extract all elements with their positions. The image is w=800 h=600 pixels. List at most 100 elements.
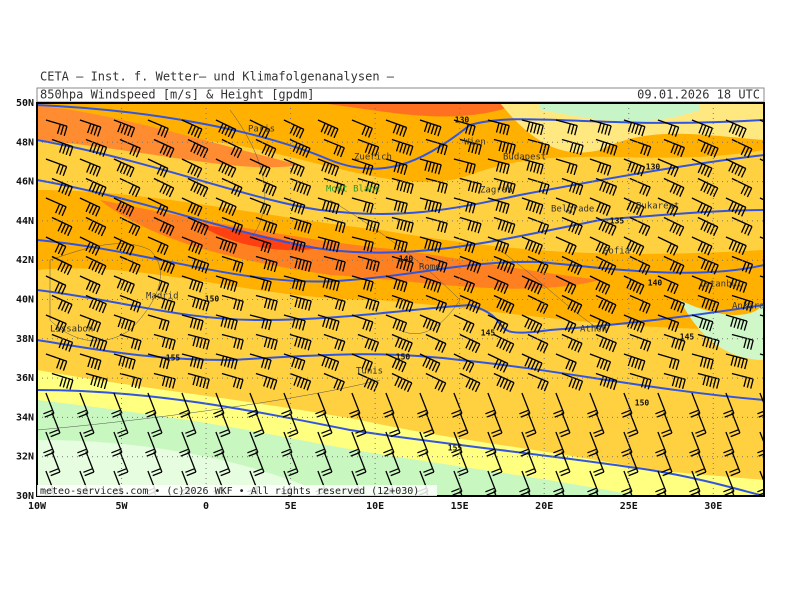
wind-barb [697,294,720,313]
contour-label: 140 [648,279,663,288]
wind-barb [487,236,510,254]
wind-barb [289,216,312,234]
wind-barb [113,353,136,370]
wind-barb [351,236,374,253]
city-label: Budapest [503,153,546,163]
wind-barb [357,294,380,312]
wind-barb [623,158,646,177]
wind-barb [181,275,204,293]
wind-barb [83,412,95,438]
wind-barb [766,179,786,197]
wind-barbs [43,119,787,496]
wind-barb [147,353,170,370]
wind-barb [85,294,107,314]
wind-barb [629,333,652,352]
wind-barb [527,372,549,392]
wind-barb [491,412,503,438]
wind-barb [215,314,238,331]
wind-barb [589,197,611,216]
wind-barb [49,412,61,438]
wind-barb [351,119,373,138]
wind-barb [595,255,617,276]
x-tick-label: 30E [704,501,722,512]
wind-barb [187,333,210,350]
wind-barb [113,158,135,178]
wind-barb [79,158,101,177]
product: 850hpa Windspeed [m/s] & Height [gpdm] [40,88,315,102]
wind-barb [521,119,544,136]
wind-barb [559,451,571,477]
valid-time: 09.01.2026 18 UTC [637,88,760,102]
wind-barb [425,177,448,194]
wind-barb [527,255,549,275]
wind-barb [153,333,176,351]
wind-barb [117,451,129,477]
wind-barb [289,177,312,196]
wind-barb [493,372,515,392]
wind-barb [283,236,306,253]
x-tick-label: 15E [451,501,469,512]
wind-barb [249,158,271,178]
contour-label: 145 [680,333,695,342]
wind-barb [627,451,639,477]
wind-barb [663,216,685,237]
footer-bg [37,485,437,496]
wind-barb [459,333,481,354]
wind-barb [83,451,95,477]
wind-barb [351,158,374,176]
wind-barb [766,140,786,158]
wind-barb [119,255,141,275]
wind-barb [119,294,142,313]
wind-barb [187,255,210,274]
wind-barb [45,353,68,371]
wind-barb [85,216,107,237]
wind-barb [215,197,237,217]
city-label: Rome [419,263,441,273]
wind-barb [355,412,367,438]
wind-barb [521,158,544,175]
wind-barb [119,333,142,351]
labels: 10W 5W 0 5E 10E 15E 20E 25E 30E 30N 32N 34N 36N 38N 40… [16,98,765,512]
y-tick-label: 38N [16,334,34,345]
wind-barb [725,236,747,255]
wind-barb [351,353,373,372]
wind-barb [151,451,163,477]
wind-barb [766,257,787,274]
wind-barb [221,294,244,311]
wind-barb [289,333,312,351]
city-label: Ankara [732,302,765,312]
wind-barb [555,275,577,295]
wind-barb [389,451,401,477]
wind-barb [283,119,305,139]
wind-barb [729,451,741,477]
contour-label: 155 [166,354,181,363]
wind-barb [289,138,311,158]
wind-barb [487,158,510,175]
wind-barb [255,177,277,197]
x-tick-label: 5E [285,501,297,512]
wind-barb [181,197,203,217]
wind-barb [459,177,482,194]
wind-barb [453,353,475,373]
wind-barb [147,275,170,294]
wind-barb [249,275,272,292]
wind-barb [253,412,265,438]
wind-barb [457,412,469,438]
wind-barb [119,216,141,237]
wind-barb [85,372,108,390]
wind-barb [459,255,482,274]
wind-barb [555,353,577,372]
wind-barb [419,158,442,175]
wind-barb [153,177,175,198]
x-tick-label: 10E [366,501,384,512]
wind-barb [493,490,497,496]
wind-barb [391,255,414,273]
wind-barb [663,177,685,197]
wind-barb [657,158,679,177]
wind-barb [487,314,509,334]
wind-barb [253,451,265,477]
wind-barb [357,216,380,233]
wind-barb [419,314,441,333]
wind-barb [185,412,197,438]
wind-barb [317,197,340,215]
